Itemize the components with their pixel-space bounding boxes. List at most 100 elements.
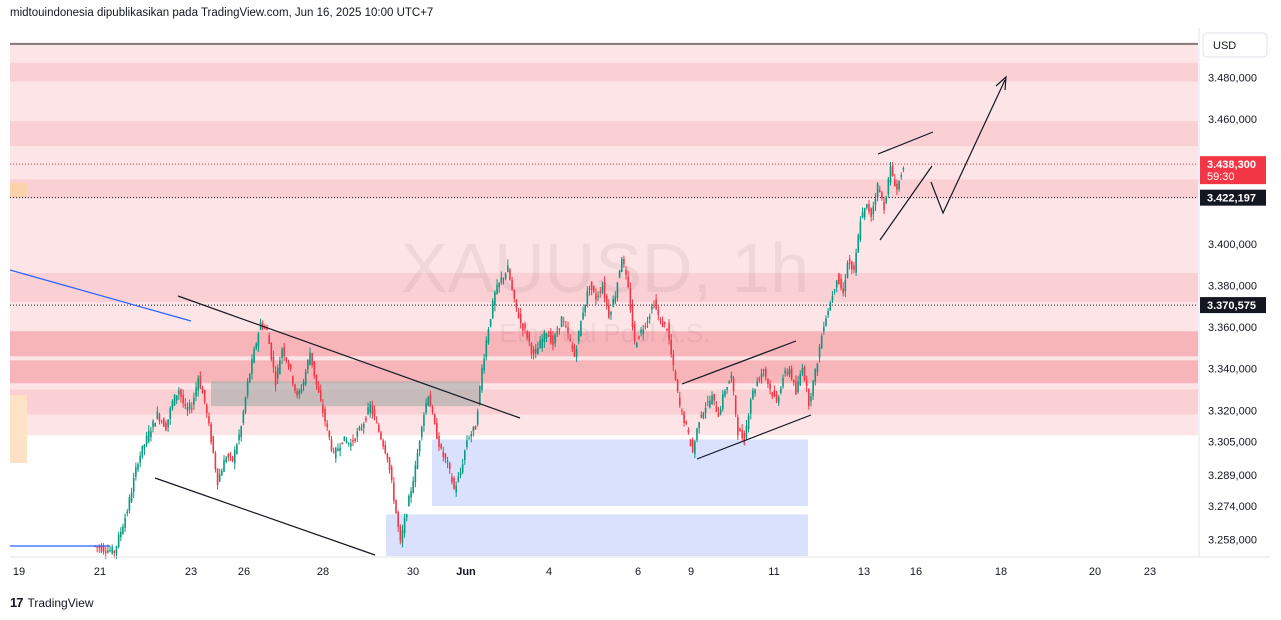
candle-body (749, 399, 752, 414)
candle-body (644, 325, 647, 328)
candle-body (797, 381, 799, 393)
candle-body (115, 546, 118, 554)
candle-body (468, 438, 470, 440)
candle-body (317, 385, 320, 393)
candle-body (696, 428, 698, 440)
candle-body (758, 378, 761, 381)
candle-body (132, 478, 135, 493)
candle-body (825, 318, 827, 326)
candle-body (421, 426, 423, 437)
candle-body (595, 293, 597, 300)
candle-body (225, 457, 227, 463)
candle-body (171, 400, 174, 409)
candle-body (646, 321, 649, 323)
candle-body (182, 395, 184, 404)
price-badge-label: 3.438,300 (1207, 159, 1256, 171)
candle-body (878, 189, 881, 193)
candle-body (638, 336, 640, 339)
candle-body (590, 281, 593, 290)
candle-body (130, 492, 133, 503)
channel-upper (681, 340, 797, 385)
watermark-subtitle: Ethereal Pool A.S. (499, 318, 710, 348)
candle-body (201, 387, 204, 394)
candle-body (476, 411, 479, 425)
chart-attribution: midtouindonesia dipublikasikan pada Trad… (10, 7, 434, 19)
candle-body (743, 433, 746, 444)
candle-body (294, 384, 296, 391)
y-tick-label: 3.400,000 (1208, 239, 1257, 251)
candle-body (429, 394, 432, 407)
candle-body (113, 550, 116, 554)
candle-body (676, 379, 679, 392)
candle-body (896, 183, 898, 190)
candle-body (799, 374, 801, 385)
x-tick-label: 21 (94, 566, 106, 578)
candle-body (223, 460, 225, 472)
candle-body (163, 418, 165, 427)
candle-body (526, 331, 528, 338)
candle-body (863, 208, 866, 218)
candle-body (620, 258, 623, 273)
candle-body (120, 531, 122, 538)
candle-body (554, 334, 556, 344)
candle-body (767, 379, 769, 384)
candle-body (218, 474, 221, 482)
candle-body (698, 422, 700, 428)
candle-body (835, 280, 838, 288)
tradingview-mark-icon: 17 (10, 595, 24, 610)
candle-body (461, 464, 464, 473)
candle-body (332, 451, 335, 453)
y-tick-label: 3.258,000 (1208, 534, 1257, 546)
candle-body (642, 329, 645, 335)
candle-body (752, 390, 754, 399)
candle-body (494, 291, 496, 306)
candle-body (547, 335, 550, 337)
candle-body (565, 325, 567, 327)
x-tick-label: 19 (13, 566, 25, 578)
candle-body (818, 347, 821, 358)
candle-body (326, 423, 328, 428)
candle-body (345, 441, 348, 443)
candle-body (573, 346, 576, 357)
candle-body (405, 514, 408, 518)
candle-body (657, 309, 660, 315)
candle-body (378, 425, 380, 432)
candle-body (285, 357, 288, 362)
candle-body (543, 331, 546, 343)
resistance-band-5 (10, 331, 1198, 357)
candle-body (481, 367, 483, 390)
candle-body (292, 376, 294, 385)
candle-body (790, 368, 793, 379)
candle-body (745, 425, 748, 439)
candle-body (623, 258, 625, 265)
candle-body (782, 377, 784, 387)
candle-body (227, 454, 230, 458)
candle-body (610, 311, 612, 315)
candle-body (577, 330, 580, 342)
candle-body (840, 278, 842, 289)
candle-body (199, 375, 202, 389)
tradingview-logo[interactable]: 17 TradingView (10, 595, 94, 610)
candle-body (737, 417, 739, 436)
candle-body (659, 319, 662, 321)
candle-body (178, 390, 180, 395)
candle-body (633, 324, 636, 342)
candle-body (760, 373, 763, 378)
candle-body (898, 180, 900, 190)
candle-body (268, 335, 270, 344)
candle-body (418, 440, 421, 452)
candle-body (706, 401, 709, 403)
x-tick-label: 30 (407, 566, 419, 578)
candle-body (330, 439, 333, 451)
candle-body (661, 320, 664, 328)
candle-body (425, 403, 427, 413)
candle-body (371, 405, 374, 415)
left-marker-peach (10, 395, 27, 463)
candle-body (122, 526, 124, 535)
candle-body (169, 408, 172, 420)
candle-body (354, 438, 356, 442)
candle-body (160, 421, 163, 423)
candle-body (498, 282, 500, 288)
candle-body (816, 363, 819, 372)
